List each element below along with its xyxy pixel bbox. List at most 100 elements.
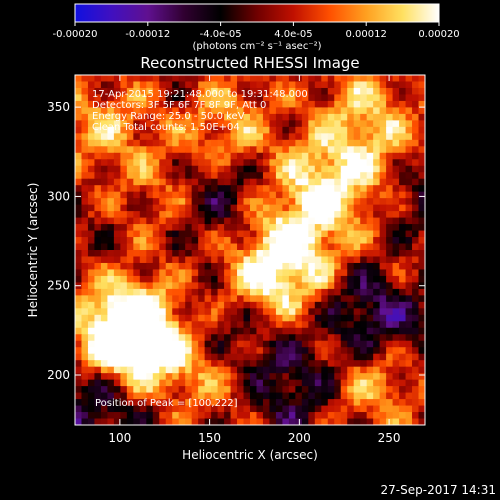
- heatmap-cell: [262, 288, 271, 296]
- heatmap-cell: [87, 94, 96, 102]
- heatmap-cell: [133, 256, 141, 264]
- heatmap-cell: [308, 211, 316, 219]
- heatmap-cell: [100, 399, 109, 407]
- heatmap-cell: [269, 366, 277, 374]
- heatmap-cell: [198, 237, 206, 245]
- heatmap-cell: [386, 178, 394, 186]
- colorbar: [74, 3, 440, 23]
- heatmap-cell: [334, 405, 342, 413]
- heatmap-cell: [204, 165, 212, 173]
- heatmap-cell: [152, 386, 160, 394]
- heatmap-cell: [159, 412, 167, 420]
- heatmap-cell: [412, 373, 420, 381]
- heatmap-cell: [159, 373, 167, 381]
- heatmap-cell: [172, 198, 180, 206]
- heatmap-cell: [224, 334, 232, 342]
- heatmap-cell: [353, 126, 361, 134]
- heatmap-cell: [178, 399, 186, 407]
- heatmap-cell: [347, 269, 355, 277]
- heatmap-cell: [230, 107, 238, 115]
- heatmap-cell: [347, 217, 355, 225]
- heatmap-cell: [321, 217, 329, 225]
- heatmap-cell: [282, 204, 290, 212]
- heatmap-cell: [165, 237, 173, 245]
- heatmap-cell: [178, 379, 186, 387]
- heatmap-cell: [146, 133, 154, 141]
- heatmap-cell: [237, 295, 245, 303]
- heatmap-cell: [340, 392, 348, 400]
- heatmap-cell: [366, 250, 374, 258]
- heatmap-cell: [347, 282, 355, 290]
- heatmap-cell: [405, 399, 413, 407]
- heatmap-cell: [392, 191, 400, 199]
- heatmap-cell: [412, 165, 420, 173]
- heatmap-cell: [159, 379, 167, 387]
- heatmap-cell: [269, 288, 277, 296]
- heatmap-cell: [204, 243, 212, 251]
- heatmap-cell: [412, 418, 420, 425]
- heatmap-cell: [191, 230, 199, 238]
- heatmap-cell: [81, 100, 89, 109]
- heatmap-cell: [178, 198, 186, 206]
- heatmap-cell: [178, 224, 186, 232]
- heatmap-cell: [360, 295, 368, 303]
- heatmap-cell: [159, 224, 167, 232]
- heatmap-cell: [146, 107, 154, 115]
- heatmap-cell: [107, 230, 115, 238]
- heatmap-cell: [94, 308, 102, 316]
- heatmap-cell: [327, 152, 335, 160]
- heatmap-cell: [360, 146, 368, 154]
- heatmap-cell: [282, 250, 290, 258]
- heatmap-cell: [178, 217, 186, 225]
- heatmap-cell: [165, 217, 173, 225]
- heatmap-cell: [100, 360, 109, 368]
- heatmap-cell: [237, 275, 245, 284]
- heatmap-cell: [146, 275, 154, 284]
- heatmap-cell: [262, 113, 271, 121]
- heatmap-cell: [224, 100, 232, 109]
- heatmap-cell: [152, 321, 160, 329]
- heatmap-cell: [412, 301, 420, 309]
- heatmap-cell: [405, 373, 413, 381]
- heatmap-cell: [120, 256, 128, 264]
- heatmap-cell: [314, 87, 322, 96]
- heatmap-cell: [405, 198, 413, 206]
- heatmap-cell: [217, 126, 225, 134]
- heatmap-cell: [314, 75, 322, 83]
- heatmap-cell: [288, 237, 296, 245]
- heatmap-cell: [146, 392, 154, 400]
- heatmap-cell: [126, 224, 134, 232]
- heatmap-cell: [94, 100, 102, 109]
- heatmap-cell: [366, 321, 374, 329]
- heatmap-cell: [211, 373, 219, 381]
- heatmap-cell: [373, 152, 381, 160]
- heatmap-cell: [243, 133, 251, 141]
- heatmap-cell: [360, 275, 368, 284]
- heatmap-cell: [152, 172, 160, 180]
- heatmap-cell: [100, 275, 109, 284]
- heatmap-cell: [120, 113, 128, 121]
- heatmap-cell: [139, 198, 147, 206]
- heatmap-cell: [366, 256, 374, 264]
- heatmap-cell: [178, 211, 186, 219]
- heatmap-cell: [379, 327, 387, 335]
- heatmap-cell: [165, 113, 173, 121]
- heatmap-cell: [94, 405, 102, 413]
- heatmap-cell: [243, 373, 251, 381]
- heatmap-cell: [386, 224, 394, 232]
- y-tick-label: 200: [47, 368, 70, 382]
- heatmap-cell: [75, 204, 83, 212]
- heatmap-cell: [347, 152, 355, 160]
- heatmap-cell: [120, 94, 128, 102]
- heatmap-cell: [340, 314, 348, 322]
- heatmap-cell: [347, 334, 355, 342]
- heatmap-cell: [250, 392, 258, 400]
- heatmap-cell: [288, 295, 296, 303]
- heatmap-cell: [412, 159, 420, 167]
- heatmap-cell: [107, 75, 115, 83]
- heatmap-cell: [152, 314, 160, 322]
- heatmap-cell: [399, 217, 407, 225]
- heatmap-cell: [172, 373, 180, 381]
- heatmap-cell: [262, 172, 271, 180]
- heatmap-cell: [282, 178, 290, 186]
